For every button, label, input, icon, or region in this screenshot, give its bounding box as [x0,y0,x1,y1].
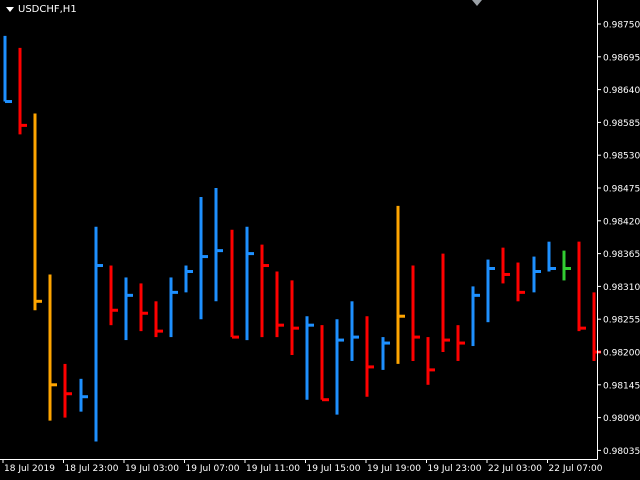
price-bar [501,247,510,284]
price-bar [562,250,571,281]
price-bar [396,205,405,364]
price-tick-label: 0.98475 [603,185,640,195]
price-bar [18,47,27,135]
price-bar [33,113,42,311]
time-tick-label: 19 Jul 23:00 [428,464,482,474]
time-tick-label: 19 Jul 11:00 [246,464,300,474]
time-tick-label: 18 Jul 23:00 [65,464,119,474]
price-bar [3,35,12,104]
price-bars [3,35,601,442]
price-tick-label: 0.98365 [603,250,640,260]
price-bar [365,316,374,397]
price-bar [275,271,284,338]
price-tick-label: 0.98035 [603,447,640,457]
price-bar [381,337,390,370]
price-bar [305,316,314,400]
price-bar [260,244,269,338]
time-tick-label: 19 Jul 03:00 [125,464,179,474]
price-bar [79,378,88,412]
price-bar [456,325,465,361]
price-bar [154,301,163,338]
price-bar [199,196,208,320]
time-tick-label: 19 Jul 19:00 [367,464,421,474]
price-tick-label: 0.98420 [603,217,640,227]
price-tick-label: 0.98695 [603,53,640,63]
dropdown-triangle-icon[interactable] [6,7,14,12]
price-bar [516,262,525,302]
time-tick-label: 18 Jul 2019 [4,464,55,474]
time-tick-label: 22 Jul 03:00 [488,464,542,474]
price-bar [63,363,72,418]
price-bar [577,241,586,332]
price-bar [245,226,254,341]
price-tick-label: 0.98090 [603,414,640,424]
price-bar [547,241,556,272]
price-bar [350,301,359,361]
chart-header[interactable]: USDCHF,H1 [6,4,77,15]
price-tick-label: 0.98750 [603,21,640,31]
price-tick-label: 0.98585 [603,119,640,129]
time-tick-label: 19 Jul 15:00 [307,464,361,474]
price-bar [532,256,541,293]
price-bar [109,265,118,326]
price-bar [441,253,450,352]
price-tick-label: 0.98255 [603,316,640,326]
price-bar [290,280,299,355]
price-tick-label: 0.98310 [603,283,640,293]
price-tick-label: 0.98530 [603,152,640,162]
symbol-label: USDCHF,H1 [18,4,77,15]
chart-shift-marker-icon[interactable] [472,0,482,6]
price-tick-label: 0.98200 [603,349,640,359]
price-bar [230,229,239,339]
price-bar [184,265,193,293]
price-bar [471,286,480,347]
price-bar [214,188,223,302]
time-tick-label: 19 Jul 07:00 [186,464,240,474]
price-bar [335,319,344,415]
price-bar [48,274,57,421]
price-bar [486,259,495,323]
price-tick-label: 0.98640 [603,86,640,96]
price-bar [426,337,435,385]
price-bar [94,226,103,442]
price-bar [320,325,329,402]
price-bar [124,277,133,341]
time-tick-label: 22 Jul 07:00 [549,464,603,474]
price-tick-label: 0.98145 [603,381,640,391]
price-bar [169,277,178,338]
price-bar [411,265,420,361]
price-bar [139,283,148,332]
